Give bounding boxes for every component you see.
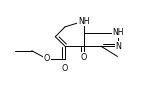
Text: NH: NH [78, 17, 89, 26]
Text: N: N [115, 42, 121, 51]
Text: NH: NH [112, 28, 124, 37]
Text: O: O [62, 64, 68, 73]
Text: O: O [44, 54, 50, 63]
Text: O: O [81, 53, 87, 62]
